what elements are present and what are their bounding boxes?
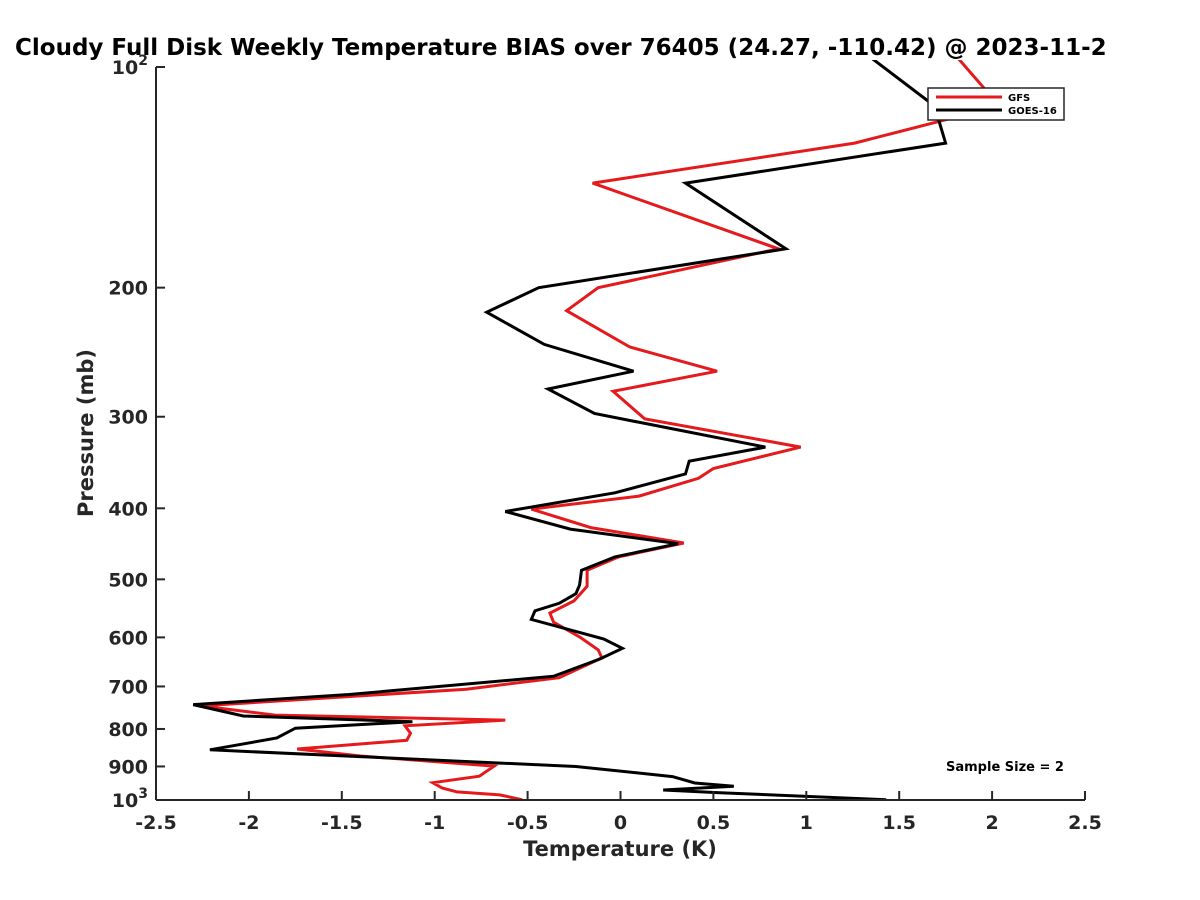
y-tick-label: 102 bbox=[112, 53, 148, 79]
x-tick-label: -1 bbox=[424, 812, 445, 834]
x-tick-label: 1.5 bbox=[882, 812, 916, 834]
x-tick-label: -2.5 bbox=[135, 812, 177, 834]
y-tick-label: 400 bbox=[108, 498, 148, 520]
x-tick-label: -0.5 bbox=[507, 812, 549, 834]
y-tick-label: 200 bbox=[108, 278, 148, 300]
y-tick-label: 900 bbox=[108, 756, 148, 778]
x-tick-label: 2 bbox=[985, 812, 998, 834]
x-tick-label: 0 bbox=[614, 812, 627, 834]
y-tick-label: 300 bbox=[108, 407, 148, 429]
legend-label-gfs: GFS bbox=[1008, 93, 1030, 104]
x-tick-label: 1 bbox=[800, 812, 813, 834]
y-tick-label: 800 bbox=[108, 719, 148, 741]
legend: GFS GOES-16 bbox=[927, 87, 1065, 121]
y-axis-ticks: 102 200 300 400 500 600 700 800 900 103 bbox=[108, 53, 165, 812]
y-tick-label: 600 bbox=[108, 627, 148, 649]
y-axis-label: Pressure (mb) bbox=[74, 349, 98, 517]
sample-size-annotation: Sample Size = 2 bbox=[946, 760, 1064, 775]
x-tick-label: 2.5 bbox=[1068, 812, 1102, 834]
series-line-goes-16 bbox=[192, 60, 948, 800]
y-tick-label: 700 bbox=[108, 676, 148, 698]
x-tick-label: -1.5 bbox=[321, 812, 363, 834]
legend-box bbox=[927, 87, 1065, 121]
x-tick-label: 0.5 bbox=[697, 812, 731, 834]
x-axis-label: Temperature (K) bbox=[523, 837, 717, 861]
plot-series-group bbox=[192, 60, 1003, 800]
y-tick-label: 103 bbox=[112, 786, 148, 812]
y-tick-label: 500 bbox=[108, 569, 148, 591]
chart-title: Cloudy Full Disk Weekly Temperature BIAS… bbox=[15, 35, 1107, 61]
x-axis-ticks: -2.5 -2 -1.5 -1 -0.5 0 0.5 1 1.5 2 2.5 bbox=[135, 791, 1102, 834]
series-line-gfs bbox=[200, 60, 1003, 800]
legend-label-goes-16: GOES-16 bbox=[1008, 106, 1057, 117]
x-tick-label: -2 bbox=[238, 812, 259, 834]
